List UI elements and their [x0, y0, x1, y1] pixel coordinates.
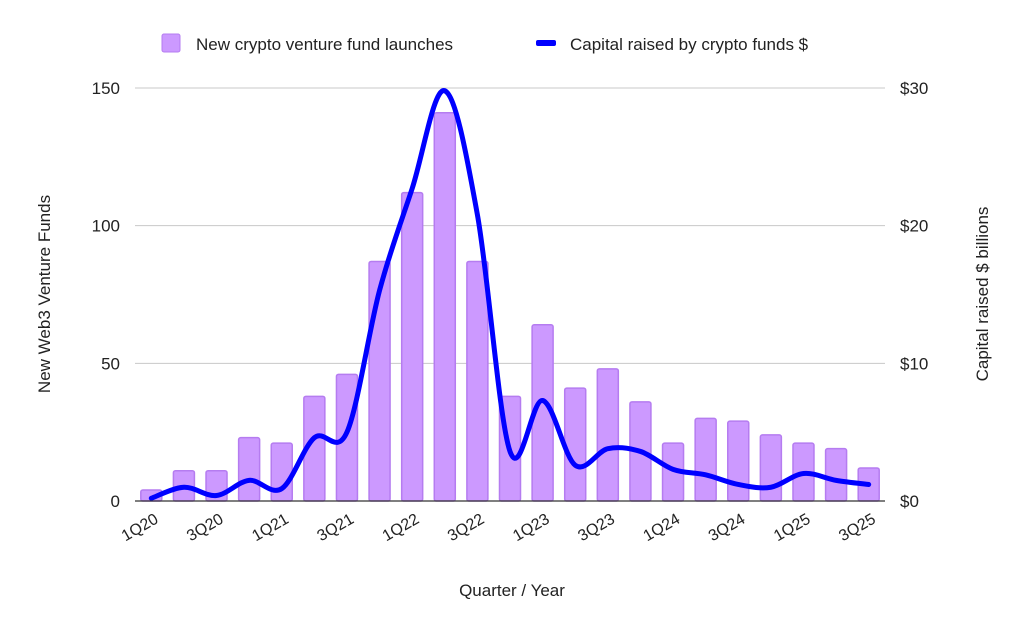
bar-4Q24 [759, 434, 783, 502]
line-series-capital-raised [148, 88, 872, 501]
x-axis-ticks: 1Q20 3Q20 1Q21 3Q21 1Q22 3Q22 1Q23 3Q23 1Q24 3Q24… [119, 511, 879, 545]
left-tick-label: 0 [111, 492, 120, 511]
x-tick-label: 1Q20 [119, 511, 161, 545]
legend-swatch-bars [161, 33, 181, 53]
bar-3Q22 [466, 260, 489, 502]
right-tick-label: $30 [900, 79, 928, 98]
bar-2Q24 [694, 417, 717, 502]
x-tick-label: 3Q25 [836, 511, 878, 545]
bar-4Q20 [237, 436, 261, 502]
bar-2Q22 [433, 112, 457, 502]
legend-label-line: Capital raised by crypto funds $ [570, 35, 809, 54]
left-tick-label: 100 [92, 217, 120, 236]
right-tick-label: $20 [900, 217, 928, 236]
x-tick-label: 1Q25 [771, 511, 813, 545]
x-tick-label: 3Q21 [315, 511, 357, 545]
left-tick-label: 50 [101, 354, 120, 373]
bar-3Q24 [727, 420, 750, 502]
bar-1Q22 [400, 191, 424, 502]
right-axis-ticks: $0 $10 $20 $30 [900, 79, 928, 511]
left-tick-label: 150 [92, 79, 120, 98]
right-tick-label: $0 [900, 492, 919, 511]
right-tick-label: $10 [900, 354, 928, 373]
bar-2Q23 [563, 387, 587, 502]
x-tick-label: 3Q24 [706, 511, 748, 545]
x-tick-label: 1Q23 [510, 511, 552, 545]
bar-2Q25 [824, 447, 848, 502]
legend: New crypto venture fund launches Capital… [161, 33, 809, 54]
right-axis-title: Capital raised $ billions [973, 207, 992, 382]
legend-swatch-line [536, 40, 556, 46]
legend-label-bars: New crypto venture fund launches [196, 35, 453, 54]
x-tick-label: 3Q20 [184, 511, 226, 545]
x-tick-label: 1Q22 [380, 511, 422, 545]
x-tick-label: 1Q24 [641, 511, 683, 545]
x-tick-label: 3Q23 [575, 511, 617, 545]
x-axis-title: Quarter / Year [459, 581, 565, 600]
left-axis-title: New Web3 Venture Funds [35, 195, 54, 393]
x-tick-label: 3Q22 [445, 511, 487, 545]
x-tick-label: 1Q21 [249, 511, 291, 545]
left-axis-ticks: 0 50 100 150 [92, 79, 120, 511]
gridlines [135, 87, 885, 364]
bar-3Q21 [335, 373, 359, 502]
bar-3Q23 [596, 368, 620, 502]
